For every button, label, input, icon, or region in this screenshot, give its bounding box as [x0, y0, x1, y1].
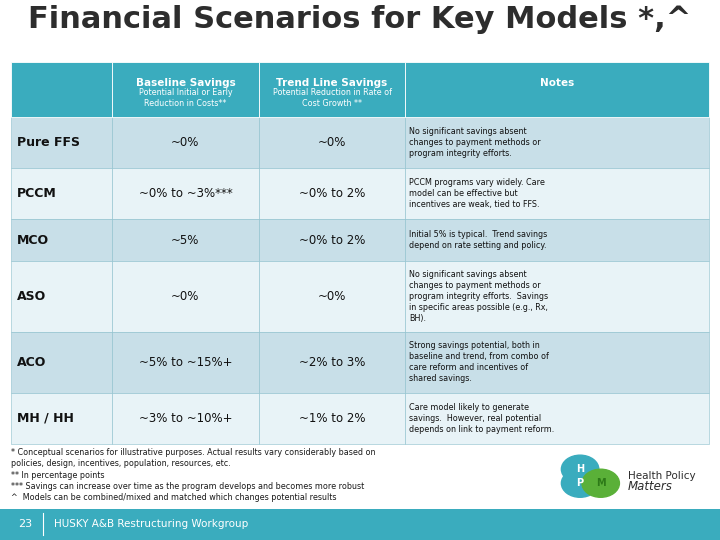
Bar: [11, 261, 112, 332]
Text: *** Savings can increase over time as the program develops and becomes more robu: *** Savings can increase over time as th…: [11, 482, 364, 491]
Text: ACO: ACO: [17, 355, 46, 369]
Text: ~0%: ~0%: [171, 290, 199, 303]
Bar: [11, 219, 112, 261]
Bar: [112, 219, 258, 261]
Text: Financial Scenarios for Key Models *,^: Financial Scenarios for Key Models *,^: [28, 5, 692, 35]
Text: Notes: Notes: [540, 78, 575, 88]
Bar: [405, 261, 709, 332]
Text: ~0%: ~0%: [171, 136, 199, 149]
Text: ~0% to 2%: ~0% to 2%: [299, 234, 365, 247]
Bar: [0, 509, 720, 540]
Text: PCCM programs vary widely. Care
model can be effective but
incentives are weak, : PCCM programs vary widely. Care model ca…: [409, 178, 545, 209]
Bar: [258, 168, 405, 219]
Text: ** In percentage points: ** In percentage points: [11, 471, 104, 480]
Text: Potential Reduction in Rate of
Cost Growth **: Potential Reduction in Rate of Cost Grow…: [273, 88, 392, 108]
Text: ~1% to 2%: ~1% to 2%: [299, 411, 365, 425]
Text: Health Policy: Health Policy: [628, 471, 696, 481]
Text: ~2% to 3%: ~2% to 3%: [299, 355, 365, 369]
Bar: [11, 332, 112, 393]
Text: H: H: [576, 464, 584, 474]
Text: Trend Line Savings: Trend Line Savings: [276, 78, 387, 88]
Bar: [11, 117, 112, 168]
Text: ~0% to 2%: ~0% to 2%: [299, 187, 365, 200]
Text: ^  Models can be combined/mixed and matched which changes potential results: ^ Models can be combined/mixed and match…: [11, 494, 336, 502]
Bar: [258, 117, 405, 168]
Text: * Conceptual scenarios for illustrative purposes. Actual results vary considerab: * Conceptual scenarios for illustrative …: [11, 448, 375, 457]
Text: ASO: ASO: [17, 290, 46, 303]
Text: ~5%: ~5%: [171, 234, 199, 247]
Bar: [11, 62, 112, 117]
Text: ~0% to ~3%***: ~0% to ~3%***: [138, 187, 233, 200]
Text: ~5% to ~15%+: ~5% to ~15%+: [139, 355, 232, 369]
Text: ~3% to ~10%+: ~3% to ~10%+: [139, 411, 232, 425]
Circle shape: [562, 469, 599, 497]
Bar: [405, 168, 709, 219]
Text: P: P: [577, 478, 584, 488]
Bar: [405, 332, 709, 393]
Bar: [112, 332, 258, 393]
Bar: [258, 332, 405, 393]
Bar: [405, 62, 709, 117]
Text: ~0%: ~0%: [318, 136, 346, 149]
Bar: [258, 219, 405, 261]
Bar: [405, 219, 709, 261]
Text: No significant savings absent
changes to payment methods or
program integrity ef: No significant savings absent changes to…: [409, 269, 548, 323]
Text: Potential Initial or Early
Reduction in Costs**: Potential Initial or Early Reduction in …: [138, 88, 233, 108]
Text: Baseline Savings: Baseline Savings: [135, 78, 235, 88]
Bar: [405, 393, 709, 444]
Text: MCO: MCO: [17, 234, 49, 247]
Bar: [112, 393, 258, 444]
Circle shape: [562, 455, 599, 483]
Text: Matters: Matters: [628, 480, 672, 492]
Bar: [11, 168, 112, 219]
Text: ~0%: ~0%: [318, 290, 346, 303]
Bar: [112, 117, 258, 168]
Bar: [112, 62, 258, 117]
Text: 23: 23: [18, 519, 32, 529]
Text: MH / HH: MH / HH: [17, 411, 73, 425]
Bar: [258, 62, 405, 117]
Text: HUSKY A&B Restructuring Workgroup: HUSKY A&B Restructuring Workgroup: [54, 519, 248, 529]
Text: policies, design, incentives, population, resources, etc.: policies, design, incentives, population…: [11, 460, 230, 469]
Text: Strong savings potential, both in
baseline and trend, from combo of
care reform : Strong savings potential, both in baseli…: [409, 341, 549, 383]
Bar: [258, 393, 405, 444]
Text: Initial 5% is typical.  Trend savings
depend on rate setting and policy.: Initial 5% is typical. Trend savings dep…: [409, 230, 547, 250]
Text: No significant savings absent
changes to payment methods or
program integrity ef: No significant savings absent changes to…: [409, 127, 541, 158]
Bar: [112, 261, 258, 332]
Text: M: M: [596, 478, 606, 488]
Bar: [258, 261, 405, 332]
Text: Pure FFS: Pure FFS: [17, 136, 79, 149]
Bar: [405, 117, 709, 168]
Text: PCCM: PCCM: [17, 187, 56, 200]
Text: Care model likely to generate
savings.  However, real potential
depends on link : Care model likely to generate savings. H…: [409, 403, 554, 434]
Bar: [112, 168, 258, 219]
Circle shape: [582, 469, 619, 497]
Bar: [11, 393, 112, 444]
